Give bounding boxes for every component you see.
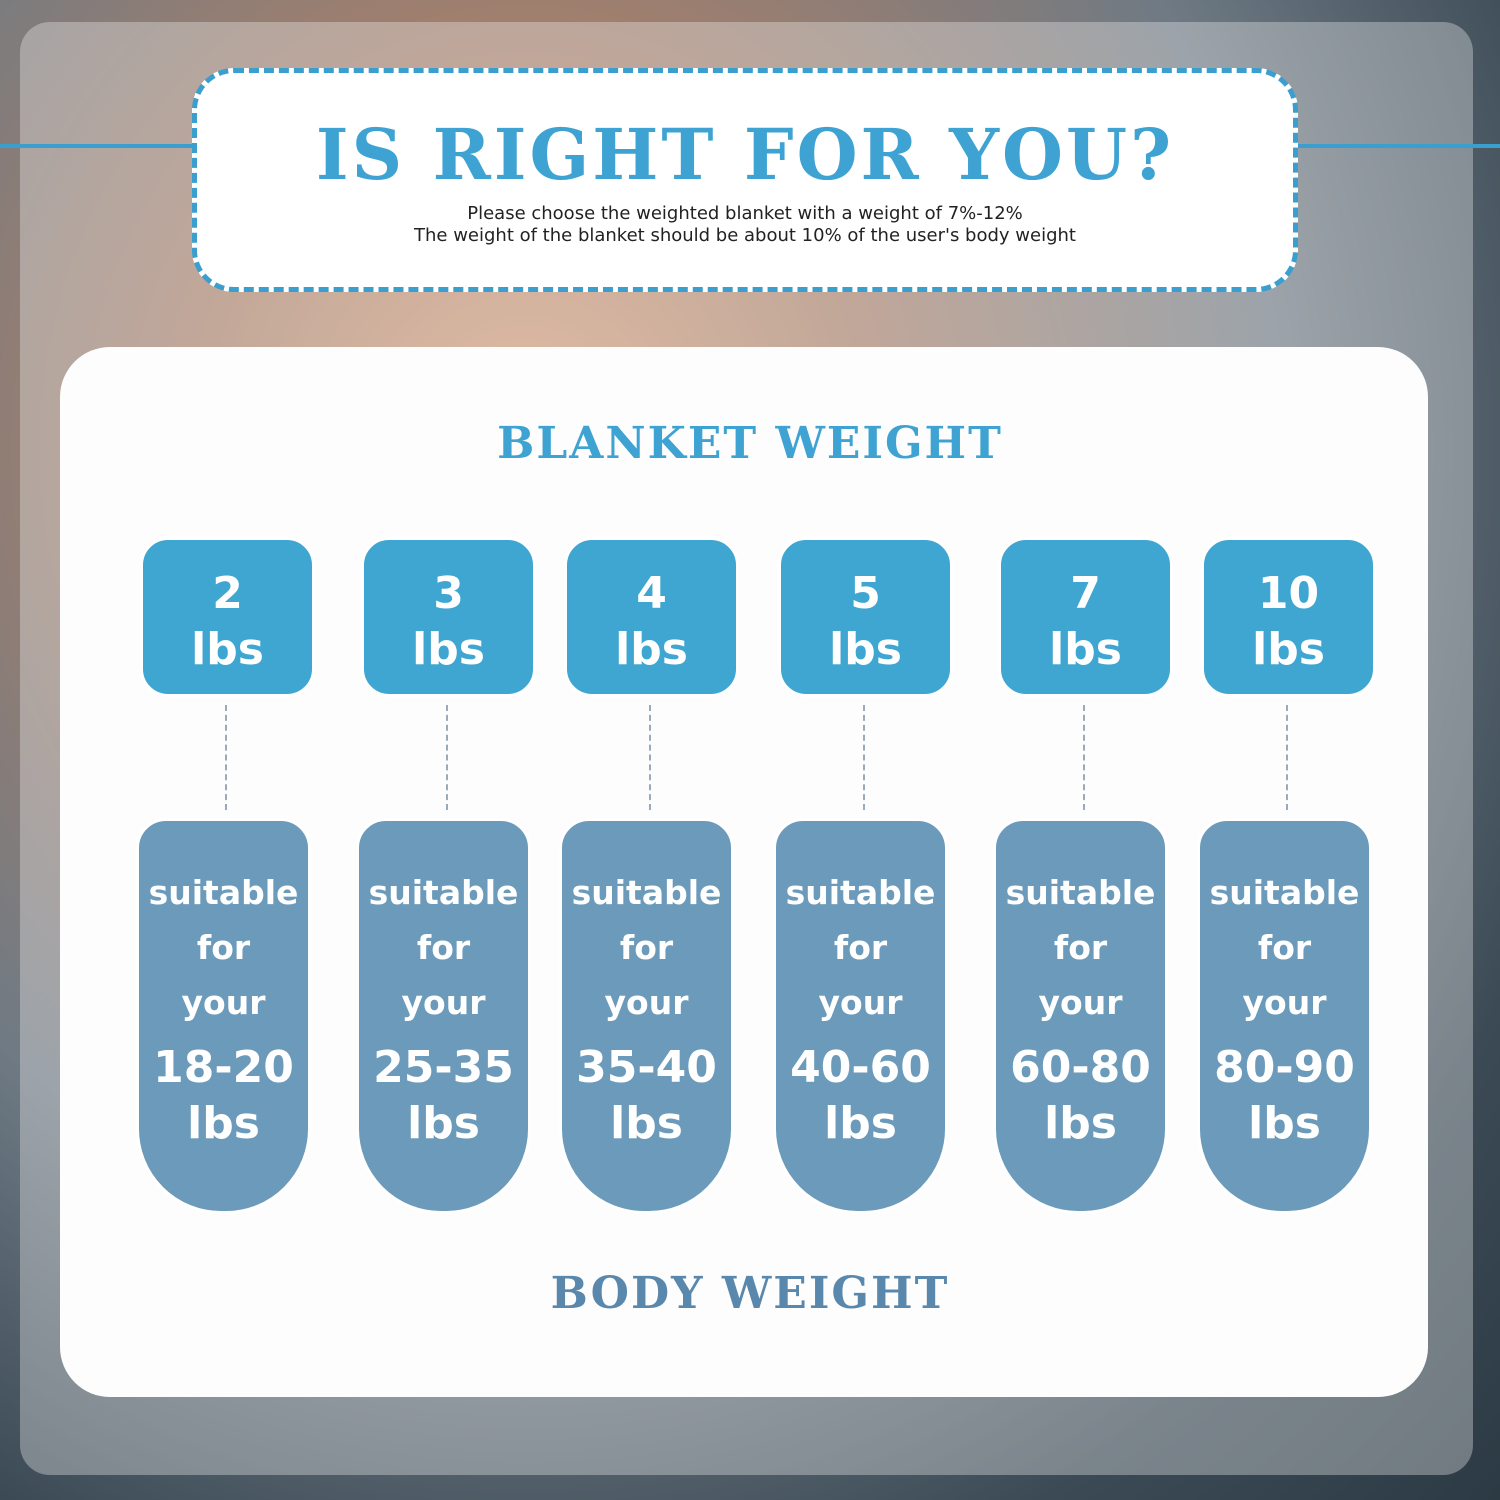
- body-weight-range: 60-80: [1010, 1042, 1151, 1093]
- blanket-weight-box: 2 lbs: [140, 537, 315, 697]
- body-weight-box: suitable for your 18-20 lbs: [136, 818, 311, 1214]
- suitable-text: suitable: [571, 873, 722, 912]
- your-text: your: [1242, 983, 1327, 1022]
- for-text: for: [619, 928, 674, 967]
- for-text: for: [416, 928, 471, 967]
- blanket-weight-value: 2: [212, 568, 243, 619]
- blanket-weight-box: 5 lbs: [778, 537, 953, 697]
- subtitle-line-1: Please choose the weighted blanket with …: [467, 203, 1023, 224]
- your-text: your: [604, 983, 689, 1022]
- blanket-weight-heading: BLANKET WEIGHT: [497, 418, 1003, 469]
- body-weight-unit: lbs: [610, 1098, 683, 1149]
- blanket-weight-unit: lbs: [615, 624, 688, 675]
- connector-line: [1286, 705, 1288, 810]
- for-text: for: [196, 928, 251, 967]
- suitable-text: suitable: [785, 873, 936, 912]
- blanket-weight-unit: lbs: [412, 624, 485, 675]
- body-weight-unit: lbs: [1044, 1098, 1117, 1149]
- connector-line: [446, 705, 448, 810]
- body-weight-unit: lbs: [407, 1098, 480, 1149]
- connector-line: [1083, 705, 1085, 810]
- body-weight-unit: lbs: [1248, 1098, 1321, 1149]
- suitable-text: suitable: [1005, 873, 1156, 912]
- page-title: IS RIGHT FOR YOU?: [315, 113, 1175, 196]
- divider-left: [0, 144, 192, 148]
- blanket-weight-value: 4: [636, 568, 667, 619]
- blanket-weight-box: 7 lbs: [998, 537, 1173, 697]
- blanket-weight-box: 10 lbs: [1201, 537, 1376, 697]
- body-weight-box: suitable for your 40-60 lbs: [773, 818, 948, 1214]
- blanket-weight-value: 3: [433, 568, 464, 619]
- your-text: your: [401, 983, 486, 1022]
- body-weight-range: 25-35: [373, 1042, 514, 1093]
- body-weight-range: 80-90: [1214, 1042, 1355, 1093]
- divider-right: [1298, 144, 1500, 148]
- body-weight-box: suitable for your 25-35 lbs: [356, 818, 531, 1214]
- body-weight-range: 40-60: [790, 1042, 931, 1093]
- blanket-weight-unit: lbs: [829, 624, 902, 675]
- blanket-weight-box: 4 lbs: [564, 537, 739, 697]
- connector-line: [225, 705, 227, 810]
- your-text: your: [1038, 983, 1123, 1022]
- body-weight-box: suitable for your 60-80 lbs: [993, 818, 1168, 1214]
- your-text: your: [181, 983, 266, 1022]
- blanket-weight-box: 3 lbs: [361, 537, 536, 697]
- header-banner: IS RIGHT FOR YOU? Please choose the weig…: [192, 68, 1298, 292]
- suitable-text: suitable: [368, 873, 519, 912]
- body-weight-unit: lbs: [187, 1098, 260, 1149]
- suitable-text: suitable: [148, 873, 299, 912]
- for-text: for: [1053, 928, 1108, 967]
- subtitle-line-2: The weight of the blanket should be abou…: [414, 225, 1076, 246]
- your-text: your: [818, 983, 903, 1022]
- connector-line: [863, 705, 865, 810]
- for-text: for: [833, 928, 888, 967]
- blanket-weight-value: 5: [850, 568, 881, 619]
- blanket-weight-unit: lbs: [1049, 624, 1122, 675]
- blanket-weight-value: 10: [1257, 568, 1320, 619]
- body-weight-box: suitable for your 80-90 lbs: [1197, 818, 1372, 1214]
- body-weight-range: 35-40: [576, 1042, 717, 1093]
- body-weight-heading: BODY WEIGHT: [550, 1268, 950, 1319]
- body-weight-unit: lbs: [824, 1098, 897, 1149]
- blanket-weight-unit: lbs: [1252, 624, 1325, 675]
- body-weight-range: 18-20: [153, 1042, 294, 1093]
- body-weight-box: suitable for your 35-40 lbs: [559, 818, 734, 1214]
- blanket-weight-unit: lbs: [191, 624, 264, 675]
- for-text: for: [1257, 928, 1312, 967]
- connector-line: [649, 705, 651, 810]
- blanket-weight-value: 7: [1070, 568, 1101, 619]
- suitable-text: suitable: [1209, 873, 1360, 912]
